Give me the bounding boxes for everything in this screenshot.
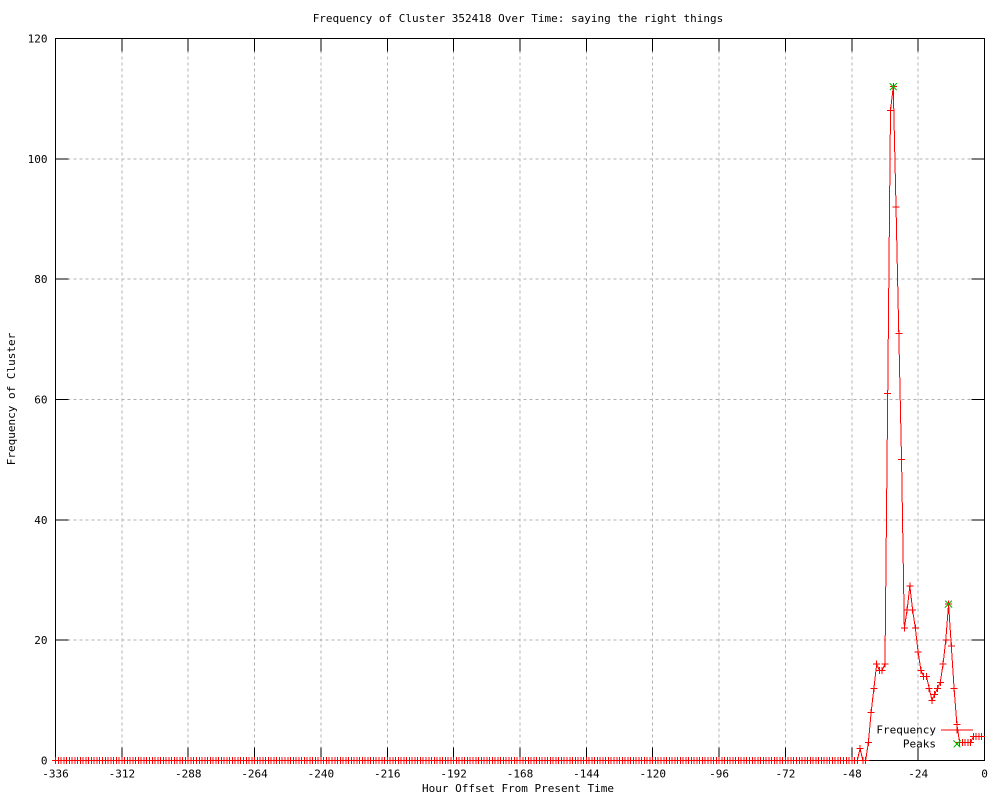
x-axis-label: Hour Offset From Present Time [422, 782, 614, 795]
x-tick-label: -24 [908, 768, 928, 781]
gridlines [55, 38, 985, 761]
x-tick-label: -168 [507, 768, 534, 781]
y-tick-label: 100 [28, 153, 48, 166]
x-tick-label: -240 [308, 768, 335, 781]
x-tick-label: -288 [175, 768, 202, 781]
frequency-line [55, 86, 982, 761]
y-tick-label: 20 [34, 634, 47, 647]
axes: -336 -312 -288 -264 -240 -216 -192 -168 -144 -120… [28, 33, 988, 781]
x-tick-label: -312 [109, 768, 136, 781]
x-tick-label: -264 [241, 768, 268, 781]
x-tick-label: -120 [639, 768, 666, 781]
x-tick-label: -144 [573, 768, 600, 781]
x-tick-label: -96 [709, 768, 729, 781]
legend-marker-sample [953, 726, 961, 734]
legend-label-frequency: Frequency [876, 724, 936, 737]
chart-title: Frequency of Cluster 352418 Over Time: s… [313, 12, 724, 25]
y-axis-label: Frequency of Cluster [5, 332, 18, 465]
x-tick-label: 0 [981, 768, 988, 781]
legend-label-peaks: Peaks [903, 738, 936, 751]
x-tick-label: -192 [440, 768, 467, 781]
x-tick-label: -216 [374, 768, 401, 781]
x-tick-label: -336 [42, 768, 69, 781]
frequency-points [52, 83, 986, 764]
y-tick-label: 0 [41, 755, 48, 768]
x-tick-label: -48 [842, 768, 862, 781]
x-tick-label: -72 [775, 768, 795, 781]
y-tick-label: 40 [34, 514, 47, 527]
data-series [52, 82, 986, 764]
peaks-points [889, 82, 953, 608]
legend-marker-sample [953, 740, 961, 748]
y-tick-label: 60 [34, 394, 47, 407]
y-tick-label: 80 [34, 273, 47, 286]
y-tick-label: 120 [28, 33, 48, 46]
